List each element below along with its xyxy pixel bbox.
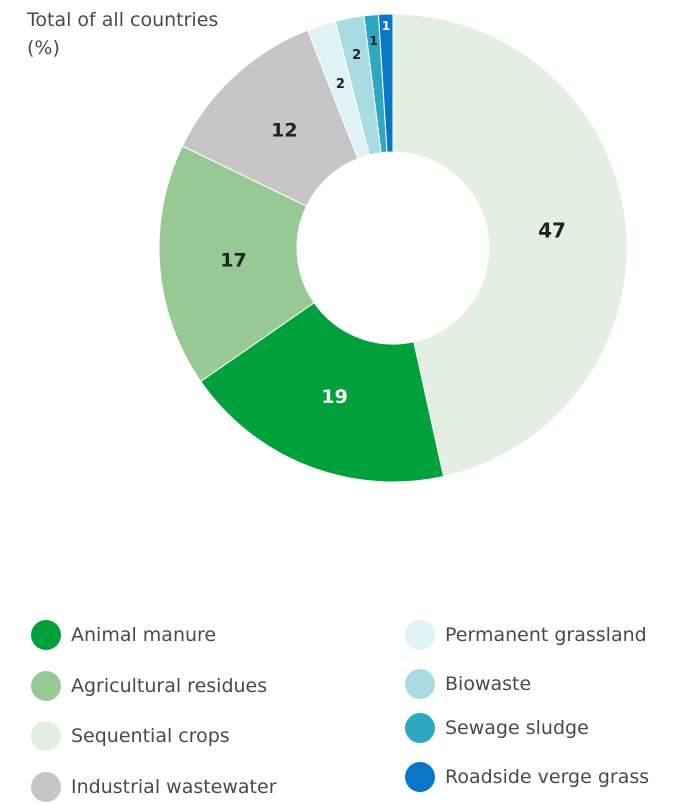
legend-item-sewage-sludge: Sewage sludge [405,711,589,745]
slice-label-animal-manure: 19 [321,386,347,408]
legend-item-sequential-crops: Sequential crops [31,719,230,753]
slice-label-biowaste: 2 [352,48,361,63]
legend-swatch [31,671,61,701]
chart-title-line1: Total of all countries [27,9,219,31]
slice-label-sewage-sludge: 1 [369,34,377,48]
slice-label-agricultural-residues: 17 [220,249,246,271]
legend-item-animal-manure: Animal manure [31,618,216,652]
legend-item-biowaste: Biowaste [405,667,531,701]
slice-animal-manure [200,302,445,483]
slice-label-industrial-wastewater: 12 [271,120,297,142]
legend-swatch [405,762,435,792]
legend-swatch [31,772,61,802]
legend-item-agricultural-residues: Agricultural residues [31,669,267,703]
legend-swatch [405,713,435,743]
legend-label: Animal manure [71,624,217,646]
chart-title-unit: (%) [27,37,60,59]
legend-label: Biowaste [445,673,532,695]
legend-label: Industrial wastewater [71,776,277,798]
legend-label: Permanent grassland [445,624,647,646]
slice-roadside-verge-grass [377,13,394,153]
legend: Animal manure Agricultural residues Sequ… [0,613,692,802]
legend-swatch [405,669,435,699]
legend-label: Sequential crops [71,725,230,747]
slice-agricultural-residues [158,145,315,383]
slice-industrial-wastewater [181,29,359,207]
legend-item-permanent-grassland: Permanent grassland [405,618,647,652]
legend-swatch [405,620,435,650]
chart-title: Total of all countries (%) [27,6,218,62]
slice-label-sequential-crops: 47 [538,219,566,243]
legend-item-roadside-verge-grass: Roadside verge grass [405,760,649,794]
legend-swatch [31,721,61,751]
slice-sequential-crops [392,13,628,478]
legend-label: Agricultural residues [71,675,268,697]
slice-label-roadside-verge-grass: 1 [382,19,390,33]
slice-label-permanent-grassland: 2 [336,77,345,92]
legend-label: Sewage sludge [445,717,589,739]
legend-item-industrial-wastewater: Industrial wastewater [31,770,277,804]
legend-swatch [31,620,61,650]
legend-label: Roadside verge grass [445,766,650,788]
